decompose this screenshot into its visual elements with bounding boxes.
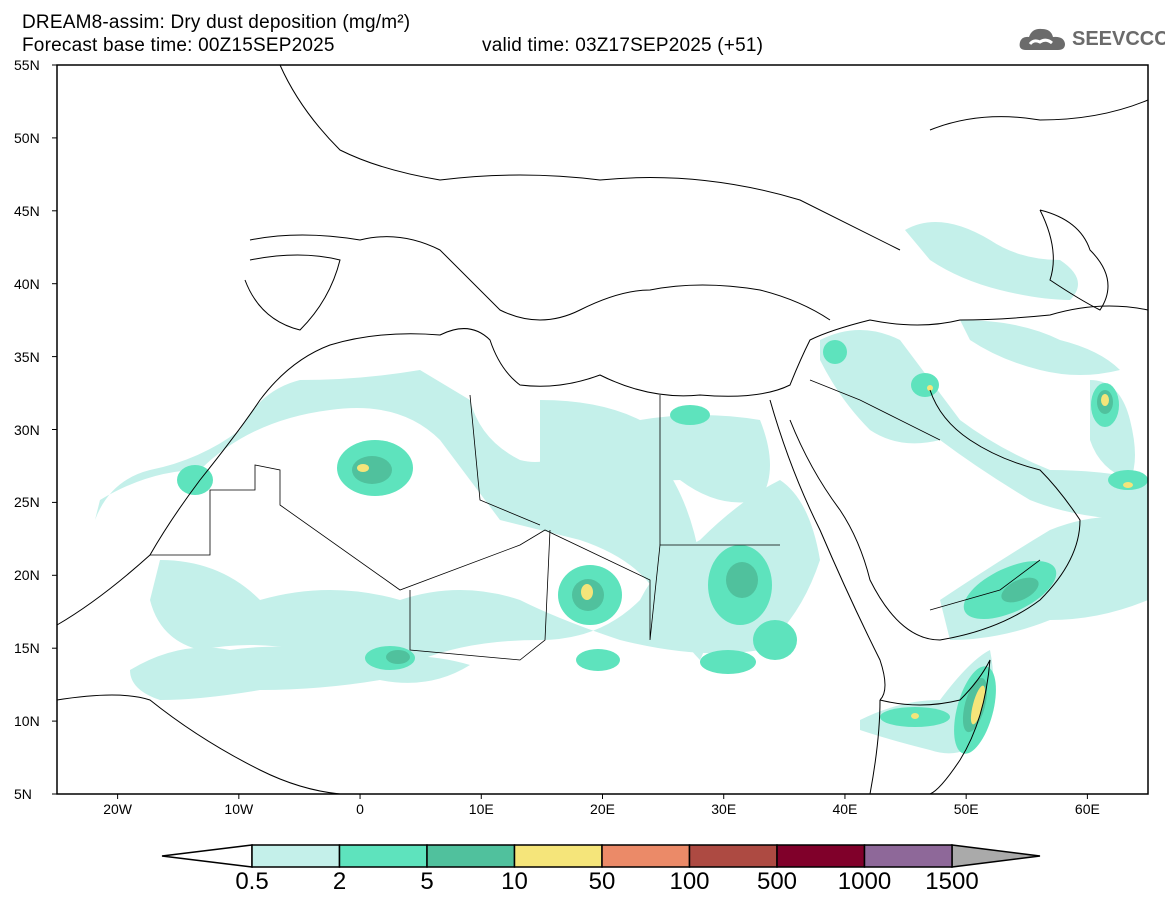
- colorbar-over-triangle: [951, 844, 1041, 868]
- lon-label: 0: [356, 801, 364, 817]
- lat-label: 50N: [14, 129, 40, 146]
- lat-label: 55N: [14, 57, 40, 73]
- logo-text: SEEVCCC: [1072, 27, 1165, 50]
- forecast-base-time: Forecast base time: 00Z15SEP2025: [22, 35, 335, 56]
- colorbar-label: 5: [420, 868, 434, 895]
- coastlines: [56, 64, 1149, 795]
- lat-label: 45N: [14, 202, 40, 219]
- colorbar-label: 2: [332, 868, 347, 895]
- lon-label: 20E: [590, 801, 615, 817]
- colorbar-label: 50: [588, 868, 616, 895]
- lon-label: 60E: [1074, 801, 1100, 817]
- colorbar-label: 100: [669, 868, 710, 895]
- colorbar-segment: [863, 844, 953, 868]
- colorbar-segment: [251, 844, 341, 868]
- colorbar: [161, 844, 1041, 868]
- dust-level-10: [357, 385, 1133, 725]
- lat-label: 5N: [14, 786, 32, 802]
- seevccc-logo: SEEVCCC: [1018, 26, 1165, 52]
- lat-label: 30N: [14, 421, 40, 438]
- colorbar-label: 0.5: [235, 868, 269, 895]
- colorbar-label: 1500: [925, 868, 979, 895]
- colorbar-segment: [601, 844, 691, 868]
- colorbar-label: 500: [756, 868, 798, 895]
- lon-label: 10W: [224, 801, 254, 817]
- map-title: DREAM8-assim: Dry dust deposition (mg/m²…: [22, 12, 411, 33]
- lon-label: 30E: [711, 801, 737, 817]
- colorbar-segment: [338, 844, 428, 868]
- lon-label: 50E: [953, 801, 979, 817]
- lat-label: 10N: [14, 713, 40, 730]
- lon-label: 10E: [468, 801, 494, 817]
- colorbar-segment: [776, 844, 866, 868]
- lat-label: 20N: [14, 567, 40, 584]
- lat-label: 35N: [14, 348, 40, 365]
- colorbar-label: 10: [501, 868, 528, 895]
- lon-label: 20W: [103, 801, 133, 817]
- colorbar-segment: [688, 844, 778, 868]
- lon-label: 40E: [832, 801, 858, 817]
- colorbar-segment: [513, 844, 603, 868]
- lat-label: 25N: [14, 494, 40, 511]
- borders: [150, 379, 1041, 661]
- dust-level-2: [177, 340, 1148, 754]
- colorbar-segment: [426, 844, 516, 868]
- lat-label: 40N: [14, 275, 40, 292]
- axis-ticks: [52, 64, 1088, 799]
- cloud-icon: [1019, 28, 1065, 50]
- lat-label: 15N: [14, 640, 40, 657]
- colorbar-under-triangle: [161, 844, 253, 868]
- colorbar-label: 1000: [837, 868, 892, 895]
- valid-time: valid time: 03Z17SEP2025 (+51): [482, 35, 764, 56]
